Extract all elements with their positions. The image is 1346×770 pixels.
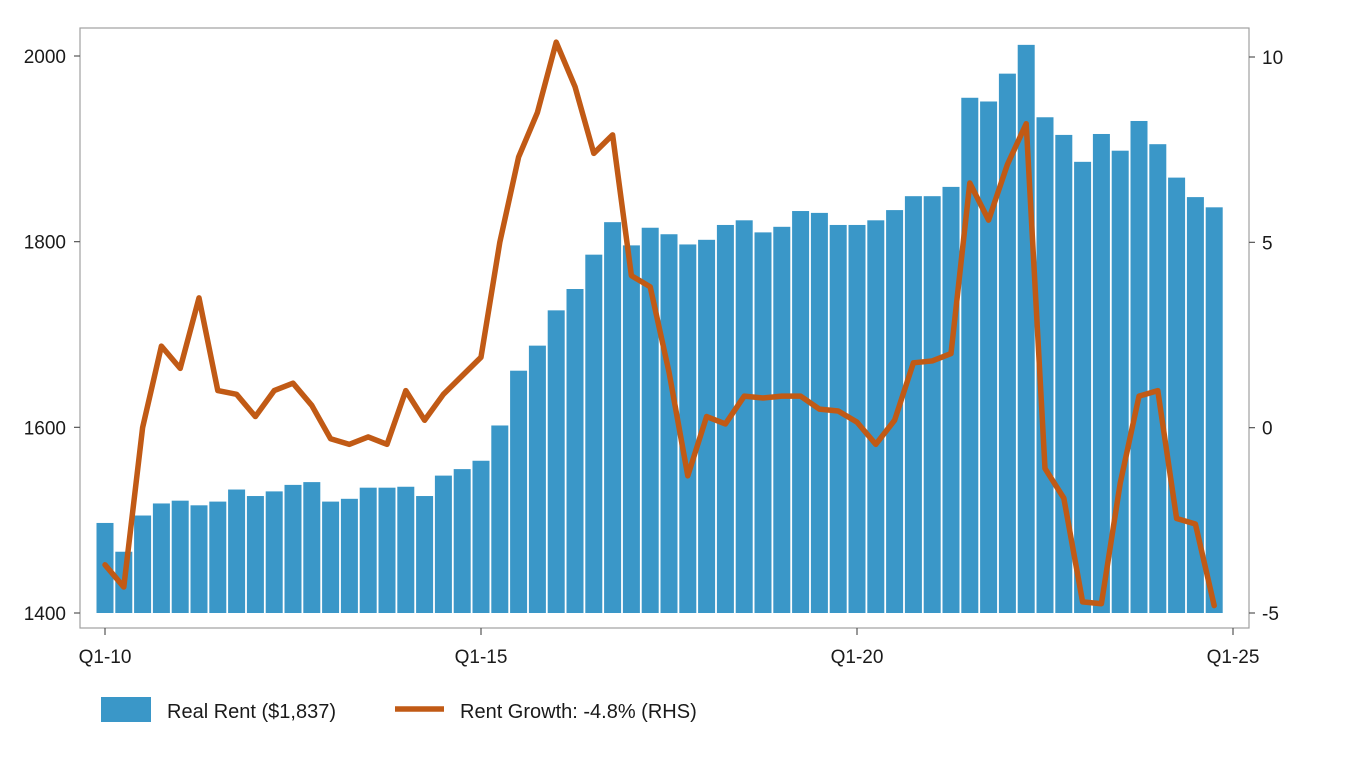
bar-6 xyxy=(209,501,227,613)
bar-9 xyxy=(265,491,283,613)
bar-12 xyxy=(322,501,340,613)
bar-21 xyxy=(491,425,509,613)
bar-35 xyxy=(754,232,772,613)
bar-44 xyxy=(923,196,941,613)
bar-5 xyxy=(190,505,208,613)
bar-29 xyxy=(641,227,659,614)
right-y-axis: -5 0 5 10 xyxy=(1249,48,1283,625)
bar-14 xyxy=(359,487,377,613)
bar-22 xyxy=(510,370,528,613)
bar-20 xyxy=(472,460,490,613)
bar-series xyxy=(96,44,1223,614)
bar-36 xyxy=(773,226,791,613)
left-tick-label: 1600 xyxy=(24,418,66,439)
left-y-axis: 1400 1600 1800 2000 xyxy=(24,47,80,625)
x-tick-label: Q1-15 xyxy=(455,647,508,668)
x-tick-label: Q1-10 xyxy=(79,647,132,668)
bar-10 xyxy=(284,484,302,613)
x-tick-label: Q1-20 xyxy=(831,647,884,668)
bar-52 xyxy=(1074,161,1092,613)
bar-26 xyxy=(585,254,603,613)
right-tick-label: 5 xyxy=(1262,233,1273,254)
bar-16 xyxy=(397,486,415,613)
bar-11 xyxy=(303,482,321,613)
bar-2 xyxy=(134,515,152,613)
bar-59 xyxy=(1205,207,1223,613)
bar-13 xyxy=(340,498,358,613)
bar-24 xyxy=(547,310,565,613)
bar-53 xyxy=(1092,133,1110,614)
bar-47 xyxy=(980,101,998,614)
bar-19 xyxy=(453,469,471,613)
x-axis: Q1-10 Q1-15 Q1-20 Q1-25 xyxy=(79,628,1260,668)
bar-7 xyxy=(228,489,246,613)
right-tick-label: 0 xyxy=(1262,419,1273,440)
bar-57 xyxy=(1168,177,1186,614)
bar-43 xyxy=(904,196,922,613)
bar-55 xyxy=(1130,120,1148,613)
right-tick-label: 10 xyxy=(1262,48,1283,69)
left-tick-label: 1400 xyxy=(24,604,66,625)
bar-17 xyxy=(416,496,434,613)
bar-33 xyxy=(716,224,734,613)
bar-56 xyxy=(1149,144,1167,613)
bar-38 xyxy=(810,212,828,613)
bar-31 xyxy=(679,244,697,613)
bar-48 xyxy=(998,73,1016,613)
plot-frame xyxy=(79,27,1250,629)
bar-23 xyxy=(528,345,546,613)
bar-39 xyxy=(829,224,847,613)
bar-41 xyxy=(867,220,885,613)
bar-45 xyxy=(942,186,960,613)
legend: Real Rent ($1,837) Rent Growth: -4.8% (R… xyxy=(101,697,697,723)
bar-50 xyxy=(1036,117,1054,614)
left-tick-label: 2000 xyxy=(24,47,66,68)
legend-swatch-real-rent xyxy=(101,697,151,722)
bar-4 xyxy=(171,500,189,613)
rent-growth-line xyxy=(102,39,1217,609)
bar-54 xyxy=(1111,150,1129,613)
bar-27 xyxy=(604,222,622,614)
bar-3 xyxy=(152,503,170,613)
bar-28 xyxy=(622,245,640,613)
bar-32 xyxy=(698,239,716,613)
legend-label-real-rent: Real Rent ($1,837) xyxy=(167,701,336,723)
bar-37 xyxy=(792,211,810,613)
legend-label-rent-growth: Rent Growth: -4.8% (RHS) xyxy=(460,701,697,723)
bar-15 xyxy=(378,487,396,613)
bar-30 xyxy=(660,234,678,614)
bar-46 xyxy=(961,97,979,613)
bar-34 xyxy=(735,220,753,613)
x-tick-label: Q1-25 xyxy=(1207,647,1260,668)
bar-18 xyxy=(434,475,452,613)
bar-25 xyxy=(566,289,584,613)
bar-8 xyxy=(246,496,264,613)
bar-58 xyxy=(1186,197,1204,614)
right-tick-label: -5 xyxy=(1262,604,1279,625)
left-tick-label: 1800 xyxy=(24,233,66,254)
